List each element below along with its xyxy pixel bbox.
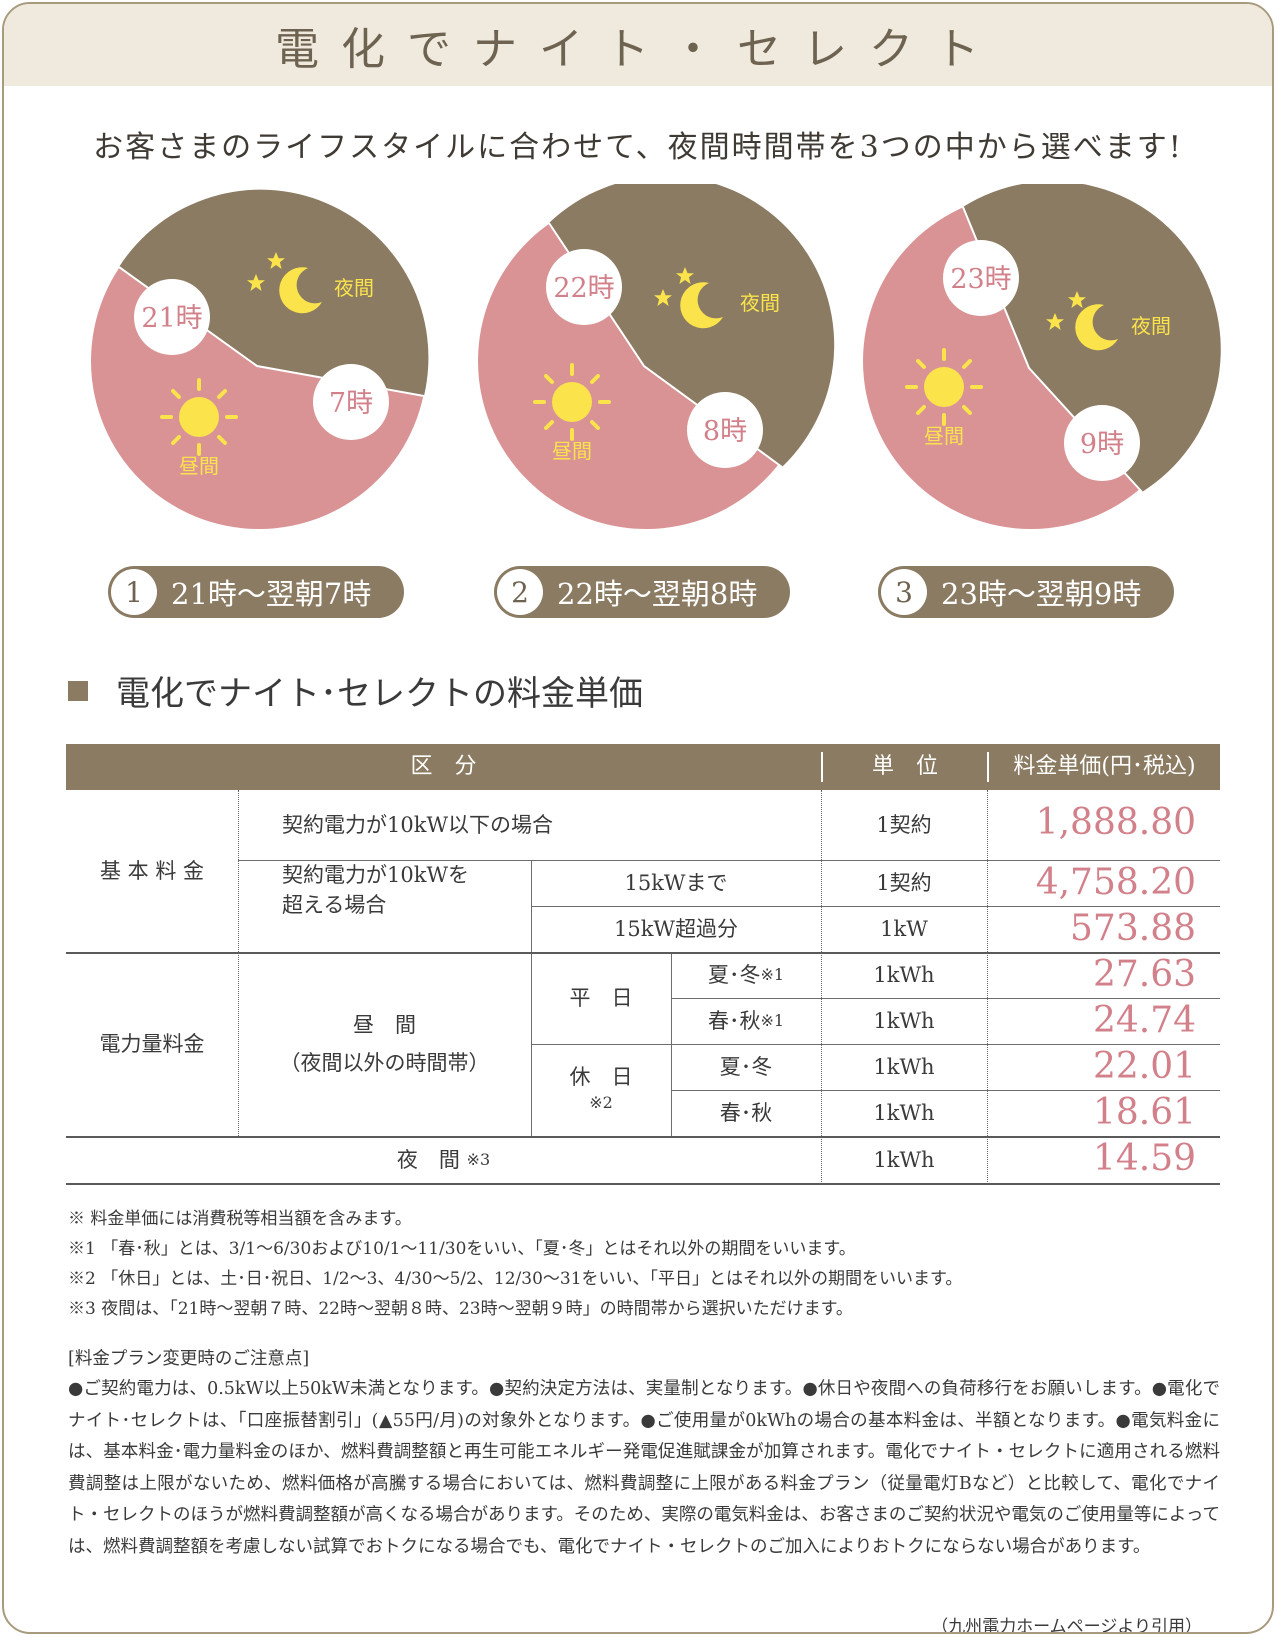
citation: （九州電力ホームページより引用）: [931, 1617, 1202, 1634]
basic-row1-unit: 1契約: [876, 813, 932, 837]
season-note: ※1: [760, 965, 785, 984]
header-unit: 単 位: [871, 754, 938, 779]
weekday-label: 平 日: [569, 986, 633, 1010]
night-unit: 1kWh: [873, 1147, 935, 1172]
basic-row3-label: 15kW超過分: [613, 917, 739, 941]
daytime-label-line2: （夜間以外の時間帯）: [279, 1051, 490, 1075]
energy-row-season: 春･秋 ※1: [671, 998, 821, 1044]
season-text: 夏･冬: [719, 1055, 773, 1079]
holiday-label: 休 日 ※2: [531, 1044, 671, 1136]
page-title: 電化でナイト・セレクト: [275, 24, 1001, 75]
plan-3-end: 9時: [1080, 429, 1124, 460]
plan-1-end: 7時: [329, 388, 373, 419]
basic-over-label: 契約電力が10kWを 超える場合: [238, 860, 532, 952]
basic-row2-label: 15kWまで: [624, 871, 728, 895]
plan-number-badge: 2: [497, 569, 543, 615]
season-text: 春･秋: [719, 1101, 773, 1125]
section-title: 電化でナイト･セレクトの料金単価: [116, 674, 643, 714]
basic-row3-price: 573.88: [1070, 908, 1196, 949]
energy-row-price: 27.63: [1092, 954, 1196, 995]
basic-over-label-line1: 契約電力が10kWを: [282, 863, 470, 887]
header-price: 料金単価(円･税込): [1013, 754, 1196, 779]
plan-2-night-label: 夜間: [740, 291, 780, 315]
plan-pill-2: 2 22時〜翌朝8時: [494, 566, 790, 618]
basic-row2-unit: 1契約: [876, 871, 932, 895]
plan-3-night-label: 夜間: [1131, 314, 1171, 338]
plan-1-day-label: 昼間: [179, 454, 219, 478]
caution-title: [料金プラン変更時のご注意点]: [68, 1349, 310, 1369]
plan-pill-1: 1 21時〜翌朝7時: [108, 566, 404, 618]
pie-diagram: 21時 7時 夜間 昼間 22時 8時 夜間 昼間: [91, 184, 1221, 529]
plan-number-badge: 3: [881, 569, 927, 615]
plan-3-day-label: 昼間: [924, 424, 964, 448]
basic-row1-label: 契約電力が10kW以下の場合: [282, 813, 554, 837]
plan-time-range: 23時〜翌朝9時: [941, 577, 1142, 611]
footnote: ※3 夜間は、「21時〜翌朝７時、22時〜翌朝８時、23時〜翌朝９時」の時間帯か…: [68, 1299, 853, 1319]
basic-row1-price: 1,888.80: [1035, 802, 1196, 843]
basic-fee-label: 基 本 料 金: [99, 859, 205, 883]
energy-row-season: 春･秋: [671, 1090, 821, 1136]
section-heading: 電化でナイト･セレクトの料金単価: [68, 666, 643, 715]
pie-charts: 21時 7時 夜間 昼間 22時 8時 夜間 昼間: [4, 184, 1272, 544]
holiday-note: ※2: [589, 1093, 613, 1112]
footnote: ※ 料金単価には消費税等相当額を含みます。: [68, 1209, 412, 1229]
pie-plan-2: 22時 8時 夜間 昼間: [478, 184, 835, 529]
plan-2-end: 8時: [703, 416, 747, 447]
basic-over-label-line2: 超える場合: [282, 893, 387, 917]
season-text: 夏･冬: [707, 963, 761, 987]
square-bullet-icon: [68, 680, 88, 701]
plan-1-night-label: 夜間: [334, 276, 374, 300]
energy-fee-label: 電力量料金: [99, 1032, 205, 1056]
pie-plan-3: 23時 9時 夜間 昼間: [863, 184, 1221, 529]
caution-body: ●ご契約電力は、0.5kW以上50kW未満となります。●契約決定方法は、実量制と…: [68, 1379, 1220, 1557]
night-label: 夜 間 ※3: [66, 1136, 821, 1183]
plan-1-start: 21時: [141, 303, 202, 334]
basic-row2-price: 4,758.20: [1035, 862, 1196, 903]
footnote: ※1 「春･秋」とは、3/1〜6/30および10/1〜11/30をいい、「夏･冬…: [68, 1239, 856, 1259]
night-label-text: 夜 間: [396, 1147, 460, 1172]
plan-time-range: 22時〜翌朝8時: [557, 577, 758, 611]
night-note: ※3: [466, 1149, 491, 1169]
holiday-label-text: 休 日: [569, 1065, 633, 1089]
title-bar: 電化でナイト・セレクト: [4, 4, 1272, 86]
night-price: 14.59: [1092, 1138, 1196, 1179]
plan-pill-3: 3 23時〜翌朝9時: [878, 566, 1174, 618]
table-header: 区 分 単 位 料金単価(円･税込): [66, 744, 1220, 790]
energy-row-price: 22.01: [1092, 1046, 1196, 1087]
daytime-label-line1: 昼 間: [353, 1013, 416, 1037]
daytime-label: 昼 間 （夜間以外の時間帯）: [238, 952, 531, 1136]
header-category: 区 分: [410, 754, 477, 779]
plan-2-start: 22時: [553, 273, 614, 304]
footnote: ※2 「休日」とは、土･日･祝日、1/2〜3、4/30〜5/2、12/30〜31…: [68, 1269, 963, 1289]
season-text: 春･秋: [707, 1009, 761, 1033]
plan-time-range: 21時〜翌朝7時: [171, 577, 372, 611]
energy-row-unit: 1kWh: [873, 1055, 935, 1079]
footnotes: ※ 料金単価には消費税等相当額を含みます。 ※1 「春･秋」とは、3/1〜6/3…: [68, 1204, 1218, 1324]
plan-number-badge: 1: [111, 569, 157, 615]
subtitle: お客さまのライフスタイルに合わせて、夜間時間帯を3つの中から選べます!: [93, 130, 1183, 165]
energy-row-season: 夏･冬 ※1: [671, 952, 821, 998]
energy-row-unit: 1kWh: [873, 1009, 935, 1033]
plan-3-start: 23時: [950, 264, 1011, 295]
energy-row-price: 18.61: [1092, 1092, 1196, 1133]
basic-row3-unit: 1kW: [880, 917, 928, 941]
energy-row-unit: 1kWh: [873, 963, 935, 987]
rate-table: 区 分 単 位 料金単価(円･税込) 基 本 料 金 契約電力が10kW以下の場…: [66, 744, 1220, 1185]
energy-row-unit: 1kWh: [873, 1101, 935, 1125]
energy-row-season: 夏･冬: [671, 1044, 821, 1090]
season-note: ※1: [760, 1011, 785, 1030]
caution-block: [料金プラン変更時のご注意点] ●ご契約電力は、0.5kW以上50kW未満となり…: [68, 1344, 1220, 1563]
plan-2-day-label: 昼間: [552, 439, 592, 463]
pie-plan-1: 21時 7時 夜間 昼間: [91, 189, 429, 529]
energy-row-price: 24.74: [1092, 1000, 1196, 1041]
